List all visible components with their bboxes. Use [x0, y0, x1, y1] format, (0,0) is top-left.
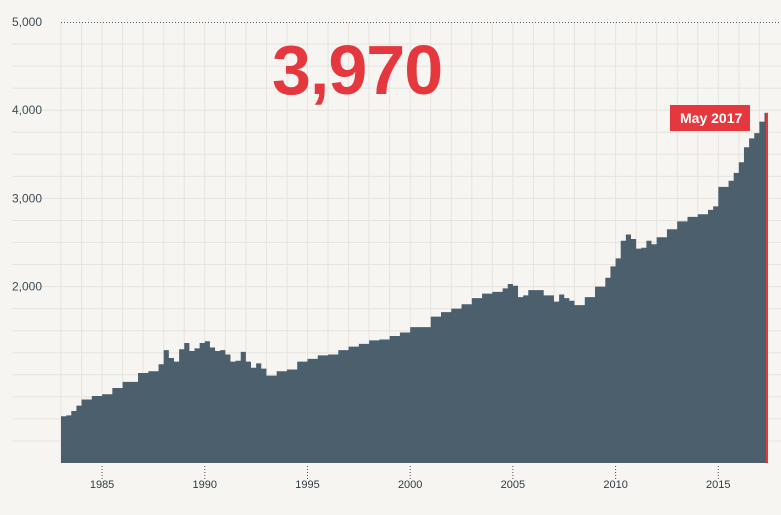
y-tick-label: 5,000 [12, 15, 42, 29]
y-tick-label: 3,000 [12, 191, 42, 205]
axis-layer: 2,000 3,000 4,000 5,000 1985 1990 1995 2000 2005… [12, 15, 781, 491]
x-tick-label: 2005 [501, 479, 525, 491]
area-layer [61, 112, 768, 463]
latest-value-badge: May 2017 [670, 105, 751, 131]
y-tick-label: 2,000 [12, 280, 42, 294]
x-tick-label: 1985 [90, 479, 114, 491]
series-area [61, 112, 768, 463]
headline-value: 3,970 [272, 31, 443, 109]
y-tick-label: 4,000 [12, 103, 42, 117]
x-tick-label: 1995 [295, 479, 319, 491]
x-tick-label: 2015 [706, 479, 730, 491]
x-tick-label: 1990 [193, 479, 217, 491]
x-tick-label: 2000 [398, 479, 422, 491]
x-tick-label: 2010 [603, 479, 627, 491]
